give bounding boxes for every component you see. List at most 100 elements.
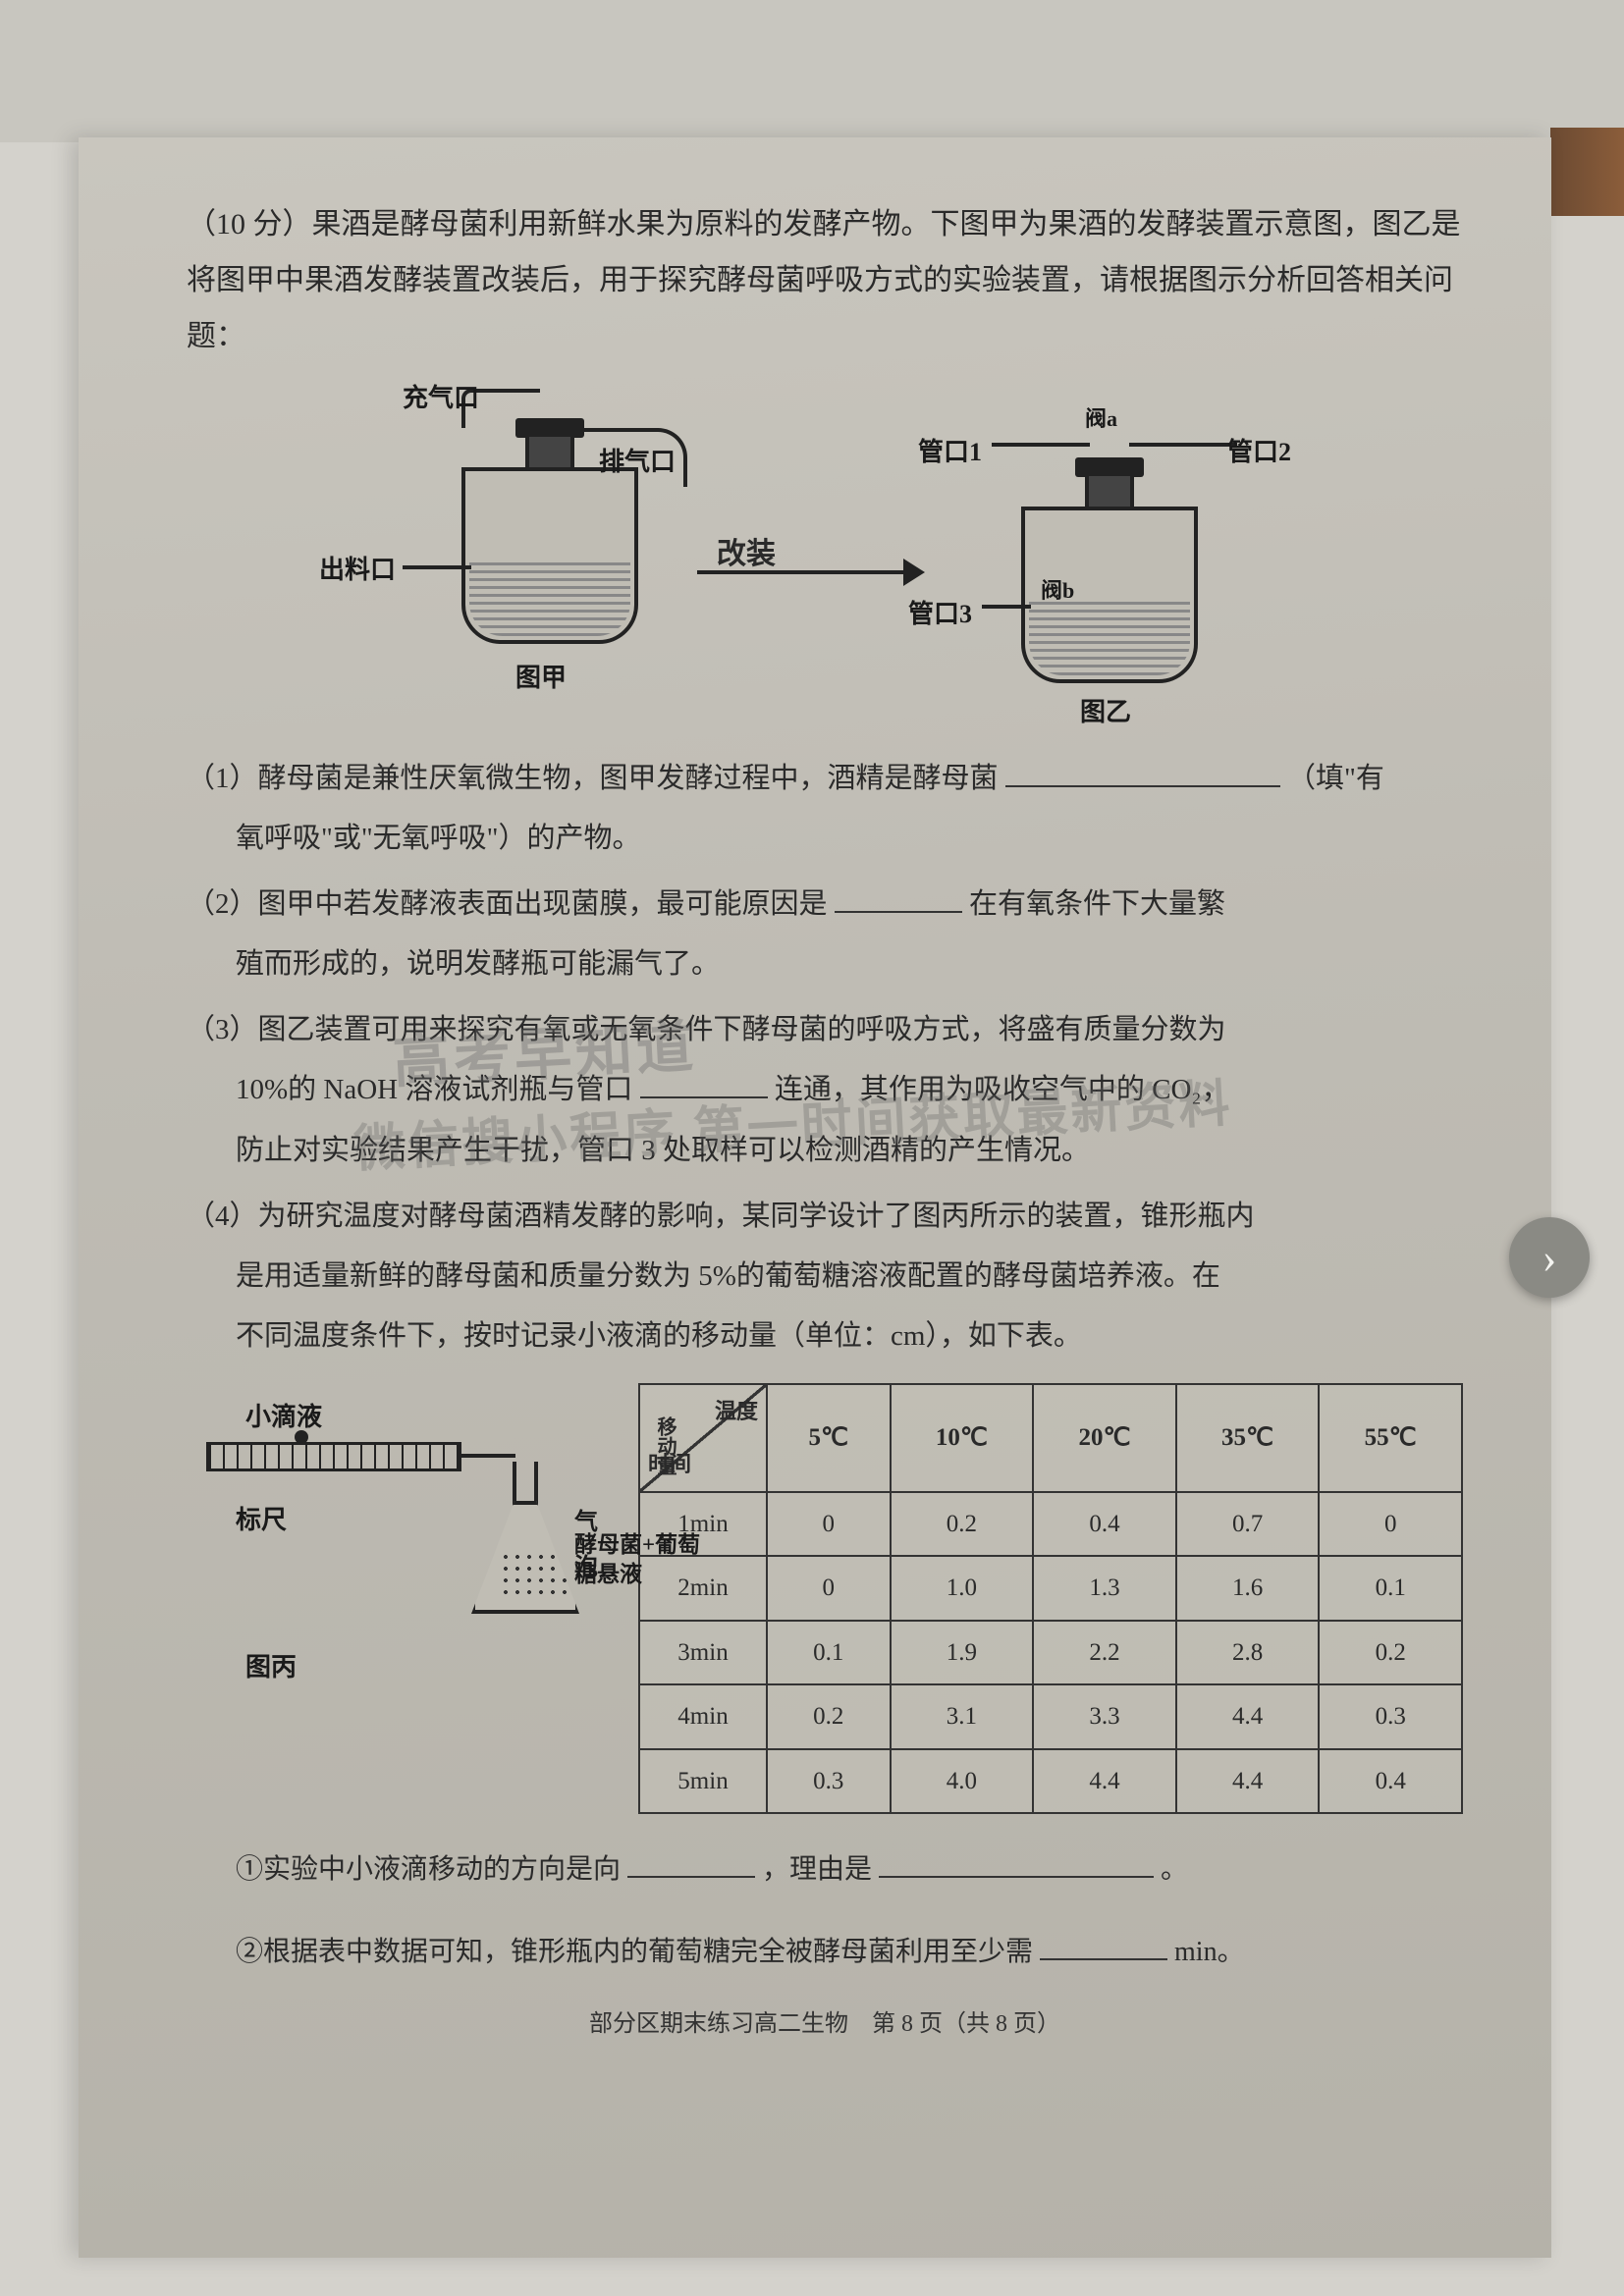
q1-blank xyxy=(1005,759,1280,787)
bottle-body xyxy=(461,467,638,644)
drain-tube xyxy=(403,565,471,569)
table-body: 1min00.20.40.702min01.01.31.60.13min0.11… xyxy=(639,1492,1462,1814)
q3-blank xyxy=(640,1070,768,1098)
cell: 0 xyxy=(767,1556,891,1621)
pipe3-label: 管口3 xyxy=(908,590,972,638)
sub1-blank2 xyxy=(879,1850,1154,1878)
cell: 0.3 xyxy=(1319,1684,1462,1749)
exam-paper: （10 分）果酒是酵母菌利用新鲜水果为原料的发酵产物。下图甲为果酒的发酵装置示意… xyxy=(79,137,1551,2258)
cell: 0.7 xyxy=(1176,1492,1320,1557)
question-header: （10 分）果酒是酵母菌利用新鲜水果为原料的发酵产物。下图甲为果酒的发酵装置示意… xyxy=(187,196,1463,364)
mix-label: 酵母菌+葡萄糖悬液 xyxy=(574,1530,712,1589)
arrow-line xyxy=(697,570,913,574)
flask-neck xyxy=(513,1462,538,1506)
q3-line1: （3）图乙装置可用来探究有氧或无氧条件下酵母菌的呼吸方式，将盛有质量分数为 xyxy=(187,1003,1463,1057)
chevron-right-icon: › xyxy=(1543,1233,1557,1283)
col-temp-0: 5℃ xyxy=(767,1384,891,1492)
diagram-yi: 管口1 管口2 管口3 阀a 阀b 图乙 xyxy=(933,399,1306,703)
cell: 0.2 xyxy=(891,1492,1034,1557)
data-table: 温度 移动量 时间 5℃ 10℃ 20℃ 35℃ 55℃ 1min00.20.4… xyxy=(638,1383,1463,1815)
cell: 0.4 xyxy=(1319,1749,1462,1814)
table-row: 1min00.20.40.70 xyxy=(639,1492,1462,1557)
bottom-area: 小滴液 标尺 气泡 酵母菌+葡萄糖悬液 图丙 温度 移动 xyxy=(187,1383,1463,1815)
q2-prefix: （2）图甲中若发酵液表面出现菌膜，最可能原因是 xyxy=(187,888,828,920)
cell: 2.8 xyxy=(1176,1621,1320,1685)
q2-end: 在有氧条件下大量繁 xyxy=(969,888,1225,920)
bottle-liquid xyxy=(469,558,630,636)
cell: 0.4 xyxy=(1033,1492,1176,1557)
col-temp-4: 55℃ xyxy=(1319,1384,1462,1492)
diagram-bing: 小滴液 标尺 气泡 酵母菌+葡萄糖悬液 图丙 xyxy=(187,1383,609,1717)
row-time: 3min xyxy=(639,1621,767,1685)
bing-caption: 图丙 xyxy=(245,1643,297,1691)
bottle-neck xyxy=(525,433,574,472)
q2-blank xyxy=(835,884,962,913)
sub-q1: ①实验中小液滴移动的方向是向 ，理由是 。 xyxy=(187,1843,1463,1896)
sub2-b: min。 xyxy=(1174,1937,1245,1967)
cell: 3.1 xyxy=(891,1684,1034,1749)
yi-neck xyxy=(1085,472,1134,511)
valve-a-label: 阀a xyxy=(1085,399,1117,440)
valve-b-label: 阀b xyxy=(1041,570,1074,612)
q3-l2b: 连通，其作用为吸收空气中的 CO₂， xyxy=(775,1074,1230,1105)
cell: 0.2 xyxy=(1319,1621,1462,1685)
cell: 1.0 xyxy=(891,1556,1034,1621)
sub1-blank1 xyxy=(627,1850,755,1878)
row-time: 4min xyxy=(639,1684,767,1749)
cell: 0.1 xyxy=(1319,1556,1462,1621)
cell: 1.6 xyxy=(1176,1556,1320,1621)
cell: 0 xyxy=(767,1492,891,1557)
cell: 4.4 xyxy=(1176,1684,1320,1749)
q4-line3: 不同温度条件下，按时记录小液滴的移动量（单位：cm），如下表。 xyxy=(187,1309,1463,1363)
sub1-a: ①实验中小液滴移动的方向是向 xyxy=(236,1854,621,1885)
q4-line2: 是用适量新鲜的酵母菌和质量分数为 5%的葡萄糖溶液配置的酵母菌培养液。在 xyxy=(187,1250,1463,1304)
cell: 4.0 xyxy=(891,1749,1034,1814)
q3-line2: 10%的 NaOH 溶液试剂瓶与管口 连通，其作用为吸收空气中的 CO₂， xyxy=(187,1063,1463,1117)
flask-body xyxy=(471,1501,579,1614)
cell: 3.3 xyxy=(1033,1684,1176,1749)
flask-dots xyxy=(500,1551,578,1600)
q1-line2: 氧呼吸"或"无氧呼吸"）的产物。 xyxy=(187,812,1463,866)
q2-line2: 殖而形成的，说明发酵瓶可能漏气了。 xyxy=(187,937,1463,991)
pipe2-line xyxy=(1129,443,1237,447)
cell: 0.2 xyxy=(767,1684,891,1749)
drain-label: 出料口 xyxy=(319,546,396,594)
cell: 4.4 xyxy=(1033,1749,1176,1814)
q1-line1: （1）酵母菌是兼性厌氧微生物，图甲发酵过程中，酒精是酵母菌 （填"有 xyxy=(187,752,1463,806)
page-right-edge xyxy=(1550,128,1624,216)
q1-prefix: （1）酵母菌是兼性厌氧微生物，图甲发酵过程中，酒精是酵母菌 xyxy=(187,763,999,794)
diagram-jia: 充气口 排气口 出料口 图甲 xyxy=(344,379,697,673)
pipe3-line xyxy=(982,605,1031,609)
cell: 4.4 xyxy=(1176,1749,1320,1814)
yi-caption: 图乙 xyxy=(1080,688,1131,736)
pipe2-label: 管口2 xyxy=(1227,428,1291,476)
sub-q2: ②根据表中数据可知，锥形瓶内的葡萄糖完全被酵母菌利用至少需 min。 xyxy=(187,1926,1463,1978)
diagram-area: 充气口 排气口 出料口 图甲 改装 管口1 管口2 管口3 阀a 阀b 图乙 xyxy=(187,379,1463,732)
diag-header: 温度 移动量 时间 xyxy=(639,1384,767,1492)
q3-line3: 防止对实验结果产生干扰，管口 3 处取样可以检测酒精的产生情况。 xyxy=(187,1124,1463,1178)
row-time: 5min xyxy=(639,1749,767,1814)
table-row: 4min0.23.13.34.40.3 xyxy=(639,1684,1462,1749)
sub2-blank xyxy=(1040,1933,1167,1960)
cell: 0 xyxy=(1319,1492,1462,1557)
pipe1-label: 管口1 xyxy=(918,428,982,476)
page-top-margin xyxy=(0,0,1624,142)
ruler xyxy=(206,1442,461,1471)
cell: 0.1 xyxy=(767,1621,891,1685)
col-temp-2: 20℃ xyxy=(1033,1384,1176,1492)
q4-line1: （4）为研究温度对酵母菌酒精发酵的影响，某同学设计了图丙所示的装置，锥形瓶内 xyxy=(187,1190,1463,1244)
connector-tube xyxy=(457,1454,515,1458)
next-page-button[interactable]: › xyxy=(1509,1217,1590,1298)
q2-line1: （2）图甲中若发酵液表面出现菌膜，最可能原因是 在有氧条件下大量繁 xyxy=(187,878,1463,932)
ruler-label: 标尺 xyxy=(236,1496,287,1544)
col-temp-1: 10℃ xyxy=(891,1384,1034,1492)
page-footer: 部分区期末练习高二生物 第 8 页（共 8 页） xyxy=(187,2002,1463,2048)
arrow-head-icon xyxy=(903,559,925,586)
cell: 0.3 xyxy=(767,1749,891,1814)
sub1-b: ，理由是 xyxy=(762,1854,872,1885)
table-row: 5min0.34.04.44.40.4 xyxy=(639,1749,1462,1814)
table-row: 2min01.01.31.60.1 xyxy=(639,1556,1462,1621)
diag-bot: 时间 xyxy=(648,1444,691,1485)
cell: 2.2 xyxy=(1033,1621,1176,1685)
table-header-row: 温度 移动量 时间 5℃ 10℃ 20℃ 35℃ 55℃ xyxy=(639,1384,1462,1492)
